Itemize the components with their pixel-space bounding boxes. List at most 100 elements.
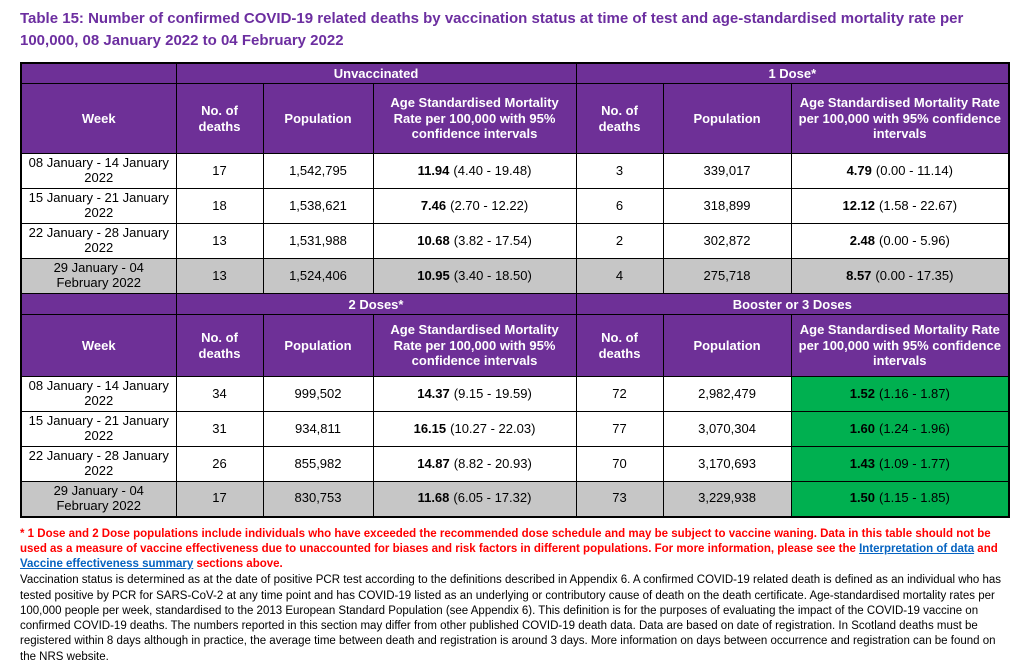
population-column-header: Population (662, 83, 792, 154)
population-cell: 302,872 (662, 223, 792, 259)
asmr-confidence-interval: (6.05 - 17.32) (453, 490, 532, 506)
page-title: Table 15: Number of confirmed COVID-19 r… (20, 10, 964, 49)
asmr-confidence-interval: (0.00 - 17.35) (875, 267, 954, 283)
population-cell: 1,531,988 (262, 223, 374, 259)
population-cell: 999,502 (262, 376, 374, 412)
deaths-column-header: No. of deaths (175, 314, 264, 377)
week-column-header: Week (20, 83, 177, 154)
asmr-value: 14.87 (417, 455, 450, 471)
deaths-cell: 17 (175, 153, 264, 189)
population-column-header: Population (262, 314, 374, 377)
deaths-cell: 26 (175, 446, 264, 482)
group-header-row-1: Unvaccinated 1 Dose* (20, 62, 1010, 84)
asmr-confidence-interval: (1.09 - 1.77) (879, 455, 950, 471)
population-cell: 1,542,795 (262, 153, 374, 189)
asmr-confidence-interval: (9.15 - 19.59) (453, 385, 532, 401)
asmr-value: 1.52 (849, 385, 876, 401)
week-cell: 15 January - 21 January 2022 (20, 188, 177, 224)
week-cell: 08 January - 14 January 2022 (20, 153, 177, 189)
asmr-value: 7.46 (420, 197, 447, 213)
deaths-cell: 4 (575, 258, 664, 294)
asmr-cell: 11.94 (4.40 - 19.48) (372, 153, 577, 189)
deaths-cell: 72 (575, 376, 664, 412)
deaths-cell: 2 (575, 223, 664, 259)
asmr-value: 16.15 (413, 420, 447, 436)
population-cell: 3,229,938 (662, 481, 792, 517)
table-row: 22 January - 28 January 2022 26 855,982 … (20, 446, 1010, 482)
notes-section: * 1 Dose and 2 Dose populations include … (20, 527, 1008, 665)
vaccine-effectiveness-summary-link[interactable]: Vaccine effectiveness summary (20, 558, 194, 571)
asmr-value: 4.79 (846, 162, 872, 178)
asmr-cell: 2.48 (0.00 - 5.96) (790, 223, 1010, 259)
asmr-confidence-interval: (0.00 - 5.96) (879, 232, 950, 248)
asmr-cell: 16.15 (10.27 - 22.03) (372, 411, 577, 447)
week-cell: 29 January - 04 February 2022 (20, 258, 177, 294)
table-row: 15 January - 21 January 2022 31 934,811 … (20, 411, 1010, 447)
asmr-cell: 10.68 (3.82 - 17.54) (372, 223, 577, 259)
asmr-value: 2.48 (849, 232, 876, 248)
asmr-value: 8.57 (846, 267, 872, 283)
interpretation-of-data-link[interactable]: Interpretation of data (859, 542, 975, 555)
asmr-value: 12.12 (842, 197, 876, 213)
week-column-header: Week (20, 314, 177, 377)
deaths-column-header: No. of deaths (175, 83, 264, 154)
table-row: 22 January - 28 January 2022 13 1,531,98… (20, 223, 1010, 259)
empty-corner-cell (20, 62, 177, 84)
footnote-text-start: * 1 Dose and 2 Dose populations include … (20, 527, 991, 555)
population-cell: 855,982 (262, 446, 374, 482)
footnote-text-end: sections above. (193, 558, 283, 571)
asmr-cell: 8.57 (0.00 - 17.35) (790, 258, 1010, 294)
deaths-cell: 13 (175, 223, 264, 259)
deaths-cell: 6 (575, 188, 664, 224)
asmr-value: 14.37 (417, 385, 450, 401)
asmr-confidence-interval: (1.58 - 22.67) (879, 197, 958, 213)
population-cell: 1,538,621 (262, 188, 374, 224)
deaths-cell: 70 (575, 446, 664, 482)
population-cell: 934,811 (262, 411, 374, 447)
asmr-confidence-interval: (8.82 - 20.93) (453, 455, 532, 471)
asmr-confidence-interval: (10.27 - 22.03) (450, 420, 536, 436)
population-cell: 3,070,304 (662, 411, 792, 447)
mortality-table: Unvaccinated 1 Dose* Week No. of deaths … (20, 61, 1011, 518)
group-header-booster: Booster or 3 Doses (575, 293, 1010, 315)
asmr-value: 11.68 (417, 490, 450, 506)
methodology-paragraph: Vaccination status is determined as at t… (20, 574, 1002, 663)
deaths-cell: 73 (575, 481, 664, 517)
deaths-cell: 17 (175, 481, 264, 517)
population-cell: 2,982,479 (662, 376, 792, 412)
deaths-cell: 3 (575, 153, 664, 189)
asmr-cell-green: 1.60 (1.24 - 1.96) (790, 411, 1010, 447)
group-header-1-dose: 1 Dose* (575, 62, 1010, 84)
dose-footnote: * 1 Dose and 2 Dose populations include … (20, 527, 1008, 573)
asmr-cell-green: 1.50 (1.15 - 1.85) (790, 481, 1010, 517)
column-header-row-1: Week No. of deaths Population Age Standa… (20, 83, 1010, 154)
asmr-value: 11.94 (417, 162, 450, 178)
deaths-cell: 31 (175, 411, 264, 447)
deaths-column-header: No. of deaths (575, 83, 664, 154)
asmr-cell: 14.87 (8.82 - 20.93) (372, 446, 577, 482)
group-header-row-2: 2 Doses* Booster or 3 Doses (20, 293, 1010, 315)
asmr-value: 1.43 (849, 455, 876, 471)
asmr-value: 1.50 (849, 490, 876, 506)
asmr-value: 1.60 (849, 420, 876, 436)
asmr-cell: 12.12 (1.58 - 22.67) (790, 188, 1010, 224)
week-cell: 08 January - 14 January 2022 (20, 376, 177, 412)
population-column-header: Population (662, 314, 792, 377)
asmr-value: 10.95 (417, 267, 450, 283)
deaths-cell: 18 (175, 188, 264, 224)
deaths-cell: 77 (575, 411, 664, 447)
asmr-cell-green: 1.43 (1.09 - 1.77) (790, 446, 1010, 482)
asmr-column-header: Age Standardised Mortality Rate per 100,… (790, 314, 1010, 377)
group-header-2-doses: 2 Doses* (175, 293, 577, 315)
asmr-cell: 4.79 (0.00 - 11.14) (790, 153, 1010, 189)
asmr-confidence-interval: (1.16 - 1.87) (879, 385, 950, 401)
asmr-column-header: Age Standardised Mortality Rate per 100,… (372, 83, 577, 154)
asmr-cell: 7.46 (2.70 - 12.22) (372, 188, 577, 224)
week-cell: 29 January - 04 February 2022 (20, 481, 177, 517)
table-row: 08 January - 14 January 2022 17 1,542,79… (20, 153, 1010, 189)
asmr-cell: 14.37 (9.15 - 19.59) (372, 376, 577, 412)
table-row-highlighted: 29 January - 04 February 2022 17 830,753… (20, 481, 1010, 517)
asmr-confidence-interval: (4.40 - 19.48) (453, 162, 532, 178)
deaths-cell: 34 (175, 376, 264, 412)
population-cell: 3,170,693 (662, 446, 792, 482)
